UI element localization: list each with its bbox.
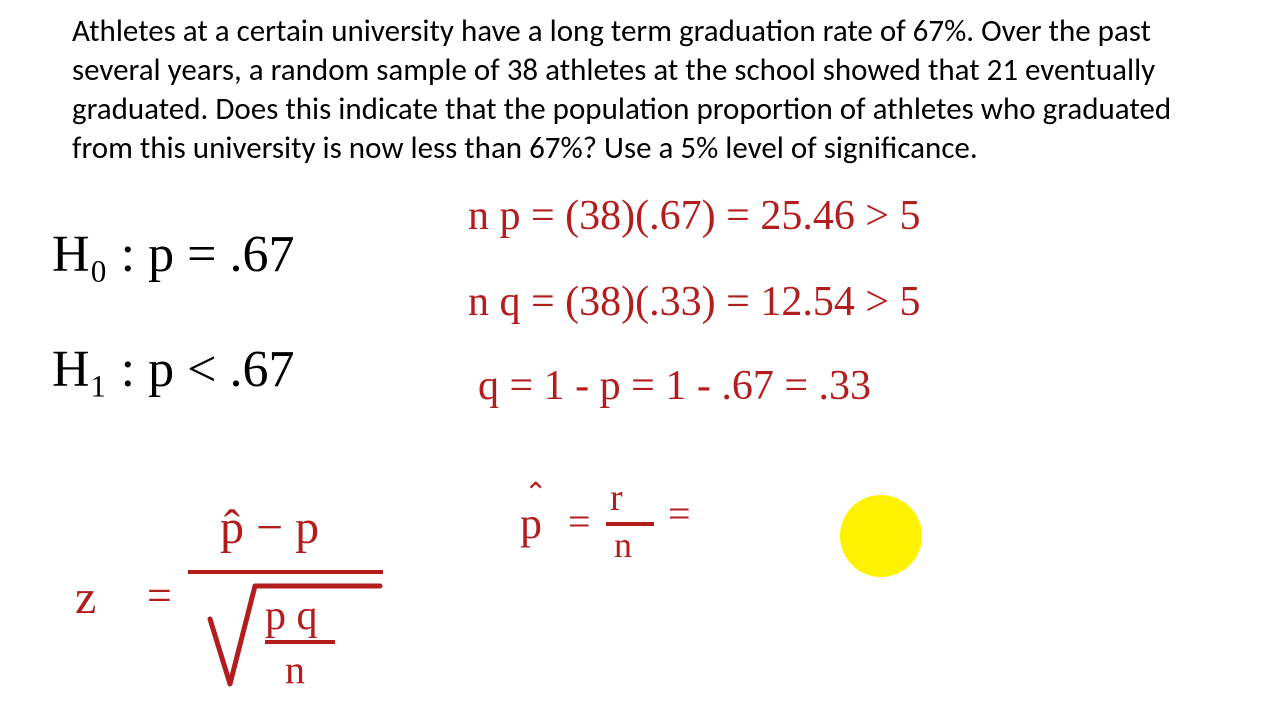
z-numerator: p̂ − p (220, 500, 319, 555)
inner-fraction-bar (265, 640, 335, 644)
equals-sign: = (147, 570, 172, 621)
phat-symbol: p (520, 498, 542, 549)
equals-sign: = (668, 490, 691, 537)
z-pq: p q (265, 592, 318, 640)
z-formula: z = p̂ − p p q n (75, 500, 395, 700)
hypothesis-alt: H₁ : p < .67 (52, 340, 294, 399)
phat-numerator: r (610, 476, 623, 520)
cursor-highlight-icon (840, 495, 922, 577)
phat-denominator: n (614, 524, 632, 566)
check-q: q = 1 - p = 1 - .67 = .33 (478, 362, 871, 410)
problem-statement: Athletes at a certain university have a … (72, 12, 1172, 168)
check-nq: n q = (38)(.33) = 12.54 > 5 (468, 278, 921, 326)
phat-formula: ⌃ p = r n = (520, 480, 720, 570)
hypothesis-null: H₀ : p = .67 (52, 225, 294, 284)
check-np: n p = (38)(.67) = 25.46 > 5 (468, 192, 921, 240)
equals-sign: = (568, 498, 591, 545)
z-symbol: z (75, 570, 96, 625)
z-n: n (285, 646, 305, 693)
